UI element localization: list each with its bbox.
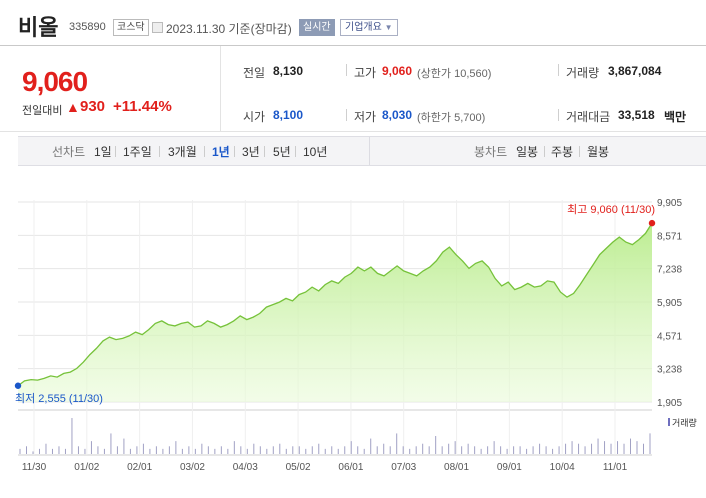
candle-chart-label: 봉차트: [474, 145, 508, 159]
price-chart[interactable]: 9,905 8,571 7,238 5,905 4,571 3,238 1,905 11/3…: [0, 190, 706, 498]
change-label: 전일대비: [22, 105, 63, 117]
current-price: 9,060: [22, 66, 88, 97]
open-value: 8,100: [273, 108, 304, 122]
volume-bars: [19, 418, 651, 454]
high-value: 9,060: [382, 64, 413, 78]
price-line: [17, 222, 653, 387]
divider: [264, 146, 265, 157]
divider: [369, 137, 370, 165]
x-tick-label: 01/02: [74, 462, 99, 473]
x-tick-label: 02/01: [127, 462, 152, 473]
y-tick-label: 9,905: [657, 198, 682, 209]
divider: [558, 64, 559, 76]
lower-limit: (하한가 5,700): [417, 112, 486, 124]
divider: [346, 64, 347, 76]
calendar-icon: [152, 22, 163, 33]
x-tick-label: 11/30: [22, 462, 47, 473]
trade-value-label: 거래대금: [566, 110, 611, 124]
volume-legend: 거래량: [672, 417, 697, 428]
divider: [579, 146, 580, 157]
tab-10y[interactable]: 10년: [303, 145, 328, 159]
x-tick-label: 08/01: [444, 462, 469, 473]
x-tick-label: 06/01: [338, 462, 363, 473]
divider: [159, 146, 160, 157]
x-tick-label: 04/03: [233, 462, 258, 473]
x-tick-label: 07/03: [391, 462, 416, 473]
divider: [558, 109, 559, 121]
divider: [234, 146, 235, 157]
volume-label: 거래량: [566, 66, 600, 80]
company-overview-button[interactable]: 기업개요 ▼: [340, 19, 398, 36]
tab-monthly[interactable]: 월봉: [587, 145, 610, 159]
tab-5y[interactable]: 5년: [273, 145, 291, 159]
prev-close-value: 8,130: [273, 64, 304, 78]
change-amount: 930: [80, 98, 106, 115]
price-area: [18, 223, 652, 402]
volume-legend-mark: [668, 418, 670, 426]
divider: [295, 146, 296, 157]
change-rate: +11.44%: [113, 98, 172, 115]
line-chart-label: 선차트: [52, 145, 86, 159]
low-marker: [14, 382, 22, 389]
stock-header: 비올 335890 코스닥 2023.11.30 기준(장마감) 실시간 기업개…: [0, 0, 706, 44]
market-badge: 코스닥: [113, 19, 149, 36]
x-axis: 11/30 01/02 02/01 03/02 04/03 05/02 06/01 07/03…: [22, 462, 628, 473]
high-label: 고가: [354, 66, 377, 80]
y-axis: 9,905 8,571 7,238 5,905 4,571 3,238 1,905: [657, 198, 682, 409]
stock-code: 335890: [69, 21, 106, 33]
x-tick-label: 10/04: [550, 462, 575, 473]
high-marker: [648, 219, 656, 227]
divider: [204, 146, 205, 157]
realtime-button[interactable]: 실시간: [299, 19, 335, 36]
y-tick-label: 3,238: [657, 365, 682, 376]
chart-tabbar: 선차트 1일 1주일 3개월 1년 3년 5년 10년 봉차트 일봉 주봉 월봉: [18, 136, 706, 166]
y-tick-label: 5,905: [657, 298, 682, 309]
company-overview-label: 기업개요: [345, 22, 382, 33]
x-tick-label: 05/02: [286, 462, 311, 473]
tab-3y[interactable]: 3년: [242, 145, 260, 159]
y-tick-label: 1,905: [657, 398, 682, 409]
base-date: 2023.11.30 기준(장마감): [166, 22, 292, 36]
low-label: 최저 2,555 (11/30): [15, 392, 103, 405]
x-tick-label: 11/01: [603, 462, 628, 473]
divider: [544, 146, 545, 157]
chevron-down-icon: ▼: [384, 23, 393, 32]
x-tick-label: 03/02: [180, 462, 205, 473]
stock-name: 비올: [18, 15, 59, 40]
trade-value: 33,518: [618, 108, 655, 122]
upper-limit: (상한가 10,560): [417, 68, 492, 80]
volume-value: 3,867,084: [608, 64, 662, 78]
tab-1d[interactable]: 1일: [94, 145, 112, 159]
tab-1y[interactable]: 1년: [212, 145, 230, 159]
tab-daily[interactable]: 일봉: [516, 145, 539, 159]
y-tick-label: 7,238: [657, 265, 682, 276]
x-tick-label: 09/01: [497, 462, 522, 473]
open-label: 시가: [243, 110, 266, 124]
tab-1w[interactable]: 1주일: [123, 145, 152, 159]
divider: [346, 109, 347, 121]
tab-3m[interactable]: 3개월: [168, 145, 197, 159]
prev-close-label: 전일: [243, 66, 266, 80]
tab-weekly[interactable]: 주봉: [551, 145, 574, 159]
low-value: 8,030: [382, 108, 413, 122]
divider: [115, 146, 116, 157]
current-price-panel: 9,060 전일대비 ▲ 930 +11.44%: [0, 46, 221, 132]
y-tick-label: 8,571: [657, 231, 682, 242]
low-label: 저가: [354, 110, 377, 124]
up-arrow-icon: ▲: [66, 99, 80, 115]
price-summary: 9,060 전일대비 ▲ 930 +11.44% 전일 8,130 고가 9,0…: [0, 45, 706, 132]
y-tick-label: 4,571: [657, 331, 682, 342]
trade-value-unit: 백만: [664, 110, 687, 124]
high-label: 최고 9,060 (11/30): [567, 203, 655, 216]
